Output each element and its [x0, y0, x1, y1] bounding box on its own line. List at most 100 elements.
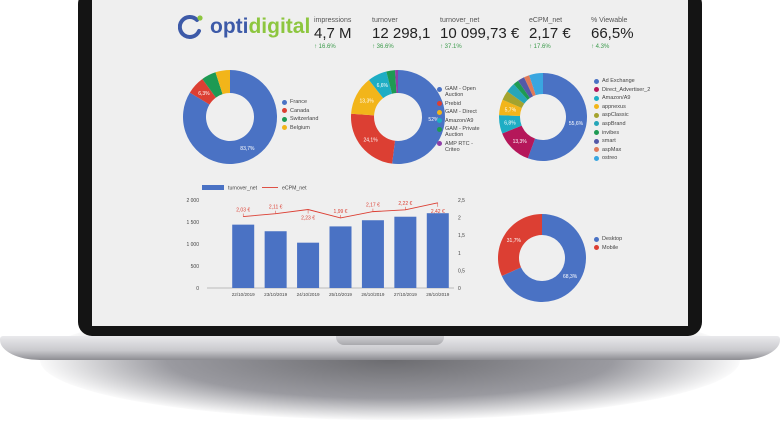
pie-slice-aspmax[interactable]: [524, 75, 536, 97]
pie-slice-gam-direct[interactable]: [351, 80, 384, 116]
legend-item[interactable]: Amazon/A9: [594, 95, 638, 101]
bar-turnover-net[interactable]: [361, 220, 384, 288]
pie-slice-appnexus[interactable]: [499, 99, 522, 116]
legend-item[interactable]: Belgium: [282, 125, 318, 131]
pie-slice-prebid[interactable]: [351, 113, 395, 164]
y-left-tick: 0: [196, 286, 199, 292]
kpi-label: eCPM_net: [529, 17, 563, 24]
legend-dot: [594, 112, 599, 118]
legend-item[interactable]: aspMax: [594, 147, 638, 153]
pie-slice-aspclassic[interactable]: [502, 91, 525, 108]
ecpm-data-label: 2,11 €: [269, 205, 283, 211]
legend-item[interactable]: Ad Exchange: [594, 78, 638, 84]
legend-label: Switzerland: [290, 116, 319, 123]
legend-dot: [437, 126, 442, 132]
kpi-label: impressions: [314, 17, 352, 24]
legend-item[interactable]: Desktop: [594, 236, 622, 242]
y-right-tick: 1,5: [458, 233, 465, 239]
legend-dot: [594, 87, 599, 93]
legend-item[interactable]: ostreo: [594, 155, 638, 161]
pie-slice-amp-rtc-criteo[interactable]: [395, 70, 398, 94]
ecpm-data-label: 2,42 €: [431, 209, 445, 215]
legend-item[interactable]: Prebid: [437, 101, 481, 107]
pie-slice-amazon-a9[interactable]: [499, 115, 522, 134]
legend-dot: [437, 118, 442, 124]
bar-turnover-net[interactable]: [297, 242, 320, 288]
legend-dot: [594, 95, 599, 101]
kpi-2: turnover_net 10 099,73 € ↑ 37.1%: [440, 17, 519, 50]
ecpm-data-label: 2,22 €: [398, 201, 412, 207]
logo-text: optidigital: [210, 15, 311, 38]
legend-label: Amazon/A9: [445, 117, 474, 124]
legend-item[interactable]: aspBrand: [594, 121, 638, 127]
y-left-tick: 1 000: [186, 242, 199, 248]
bar-turnover-net[interactable]: [426, 213, 449, 288]
y-right-tick: 2,5: [458, 198, 465, 204]
legend-item[interactable]: Amazon/A9: [437, 118, 481, 124]
legend-ecpm-net[interactable]: eCPM_net: [282, 186, 307, 192]
legend-item[interactable]: aspClassic: [594, 112, 638, 118]
legend-item[interactable]: appnexus: [594, 104, 638, 110]
y-left-tick: 500: [191, 264, 200, 270]
legend-item[interactable]: GAM - Open Auction: [437, 86, 481, 98]
kpi-value: 10 099,73 €: [440, 25, 520, 42]
pie-slice-ostreo[interactable]: [529, 73, 543, 96]
y-right-tick: 0: [458, 286, 461, 292]
legend-label: Direct_Advertiser_2: [602, 86, 651, 93]
legend-dot: [594, 138, 599, 144]
legend-item[interactable]: Switzerland: [282, 116, 318, 122]
ecpm-data-label: 2,23 €: [301, 216, 315, 222]
legend-turnover-net[interactable]: turnover_net: [228, 186, 258, 192]
bar-turnover-net[interactable]: [232, 224, 255, 288]
pie-slice-france[interactable]: [183, 70, 277, 165]
dashboard-screen: optidigital impressions 4,7 M ↑ 16.6% turno…: [92, 0, 688, 326]
legend-dot: [437, 86, 442, 92]
legend-item[interactable]: Direct_Advertiser_2: [594, 87, 650, 93]
kpi-label: turnover_net: [440, 17, 480, 24]
optidigital-logo: optidigital: [178, 14, 310, 40]
kpi-1: turnover 12 298,1 ↑ 36.6%: [372, 17, 430, 50]
slice-label: 83,7%: [240, 146, 255, 152]
charts-canvas: 83,7% 6,3% 52% 24,1% 13,3% 6,6% 55,6% 13,3% 6,8%…: [183, 70, 587, 302]
pie-slice-gam-private-auction[interactable]: [386, 70, 397, 94]
legend-item[interactable]: smart: [594, 138, 638, 144]
pie-slice-desktop[interactable]: [501, 214, 586, 302]
legend-dot: [282, 108, 287, 114]
legend-label: AMP RTC - Criteo: [445, 140, 473, 153]
legend-label: Ad Exchange: [602, 78, 635, 84]
legend-label: Mobile: [602, 244, 619, 251]
bar-turnover-net[interactable]: [329, 226, 352, 288]
legend-item[interactable]: Canada: [282, 108, 318, 114]
pie-slice-canada[interactable]: [189, 78, 216, 105]
pie-slice-amazon-a9[interactable]: [368, 71, 393, 99]
legend-item[interactable]: France: [282, 99, 318, 105]
bar-turnover-net[interactable]: [264, 231, 287, 288]
kpi-0: impressions 4,7 M ↑ 16.6%: [314, 17, 352, 50]
x-tick: 26/10/2019: [361, 292, 384, 297]
legend-item[interactable]: Mobile: [594, 245, 622, 251]
pie-slice-invibes[interactable]: [513, 80, 530, 100]
kpi-value: 66,5%: [591, 25, 634, 42]
legend-item[interactable]: GAM - Direct: [437, 109, 481, 115]
pie-slice-mobile[interactable]: [498, 214, 542, 276]
x-tick: 25/10/2019: [329, 292, 352, 297]
pie-slice-switzerland[interactable]: [202, 72, 223, 98]
pie-slice-smart[interactable]: [518, 77, 534, 99]
legend-label: Belgium: [290, 124, 310, 131]
pie-slice-ad-exchange[interactable]: [527, 73, 587, 161]
pie-slice-gam-open-auction[interactable]: [392, 70, 445, 164]
legend-item[interactable]: invibes: [594, 130, 638, 136]
pie-slice-aspbrand[interactable]: [507, 84, 528, 104]
legend-label: appnexus: [602, 103, 626, 110]
legend-label: invibes: [602, 129, 620, 136]
bar-turnover-net[interactable]: [394, 216, 417, 288]
slice-label: 6,6%: [377, 83, 389, 89]
kpi-delta: ↑ 36.6%: [372, 44, 394, 50]
pie-slice-belgium[interactable]: [215, 70, 230, 95]
legend-item[interactable]: GAM - Private Auction: [437, 126, 481, 138]
legend-item[interactable]: AMP RTC - Criteo: [437, 141, 481, 153]
slice-label: 55,6%: [569, 121, 584, 127]
y-right-tick: 0,5: [458, 268, 465, 274]
kpi-value: 12 298,1: [372, 25, 431, 42]
pie-slice-direct-advertiser-2[interactable]: [502, 125, 536, 159]
